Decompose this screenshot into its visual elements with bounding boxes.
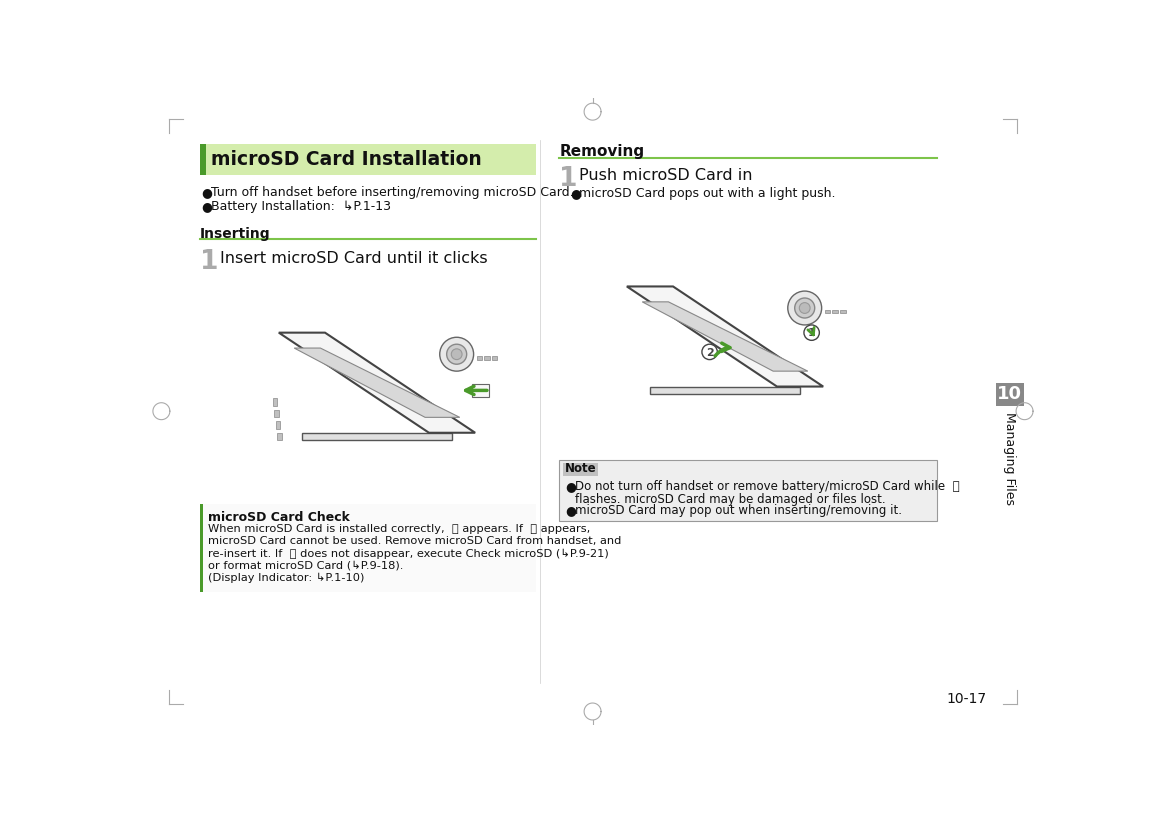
Bar — [825, 310, 830, 314]
Text: (Display Indicator: ↳P.1-10): (Display Indicator: ↳P.1-10) — [207, 573, 364, 584]
Text: ●: ● — [570, 187, 581, 200]
Bar — [274, 410, 279, 417]
Text: When microSD Card is installed correctly,  ⎙ appears. If  ⎙ appears,: When microSD Card is installed correctly… — [207, 523, 590, 534]
Bar — [996, 383, 1024, 406]
Polygon shape — [627, 286, 823, 386]
Text: ●: ● — [201, 200, 212, 214]
Text: Push microSD Card in: Push microSD Card in — [580, 168, 753, 183]
Text: or format microSD Card (↳P.9-18).: or format microSD Card (↳P.9-18). — [207, 561, 403, 570]
Bar — [273, 398, 278, 406]
Circle shape — [440, 337, 473, 371]
Text: Insert microSD Card until it clicks: Insert microSD Card until it clicks — [220, 251, 487, 266]
Text: re-insert it. If  ⎙ does not disappear, execute Check microSD (↳P.9-21): re-insert it. If ⎙ does not disappear, e… — [207, 548, 609, 558]
Text: Do not turn off handset or remove battery/microSD Card while  ⎙: Do not turn off handset or remove batter… — [575, 480, 959, 493]
Text: 1: 1 — [560, 165, 578, 192]
Text: Turn off handset before inserting/removing microSD Card.: Turn off handset before inserting/removi… — [211, 187, 573, 200]
Circle shape — [788, 291, 821, 325]
Bar — [278, 433, 282, 440]
Circle shape — [799, 302, 810, 314]
Circle shape — [451, 349, 462, 359]
Text: flashes. microSD Card may be damaged or files lost.: flashes. microSD Card may be damaged or … — [575, 493, 885, 506]
Text: microSD Card Installation: microSD Card Installation — [211, 150, 481, 169]
Polygon shape — [302, 433, 452, 440]
Circle shape — [795, 298, 815, 318]
Text: microSD Card Check: microSD Card Check — [207, 511, 349, 524]
Bar — [840, 310, 846, 314]
Text: Managing Files: Managing Files — [1003, 412, 1016, 505]
Bar — [275, 421, 280, 429]
Text: microSD Card may pop out when inserting/removing it.: microSD Card may pop out when inserting/… — [575, 504, 901, 518]
Polygon shape — [294, 348, 459, 417]
Text: 1: 1 — [808, 328, 816, 338]
Text: microSD Card pops out with a light push.: microSD Card pops out with a light push. — [580, 187, 837, 200]
Circle shape — [702, 344, 717, 359]
Bar — [560, 460, 937, 522]
Polygon shape — [642, 302, 808, 371]
Bar — [200, 144, 206, 174]
Text: 10: 10 — [997, 385, 1023, 403]
Bar — [477, 356, 482, 359]
Text: 2: 2 — [706, 348, 714, 358]
Text: ●: ● — [566, 504, 576, 518]
Text: Inserting: Inserting — [200, 227, 271, 241]
Bar — [200, 504, 537, 593]
Bar — [832, 310, 838, 314]
Bar — [562, 463, 598, 476]
Bar — [492, 356, 498, 359]
Bar — [200, 504, 202, 593]
Bar — [472, 384, 489, 397]
Circle shape — [804, 325, 819, 341]
Text: 10-17: 10-17 — [946, 692, 987, 706]
Text: Removing: Removing — [560, 144, 644, 159]
Circle shape — [447, 344, 466, 364]
Bar — [200, 144, 537, 174]
Text: microSD Card cannot be used. Remove microSD Card from handset, and: microSD Card cannot be used. Remove micr… — [207, 536, 621, 546]
Bar — [485, 356, 489, 359]
Polygon shape — [650, 386, 801, 394]
Text: ●: ● — [566, 480, 576, 493]
Polygon shape — [279, 333, 476, 433]
Text: Battery Installation:  ↳P.1-13: Battery Installation: ↳P.1-13 — [211, 200, 391, 214]
Text: 1: 1 — [200, 249, 219, 275]
Text: Note: Note — [565, 462, 596, 475]
Text: ●: ● — [201, 187, 212, 200]
